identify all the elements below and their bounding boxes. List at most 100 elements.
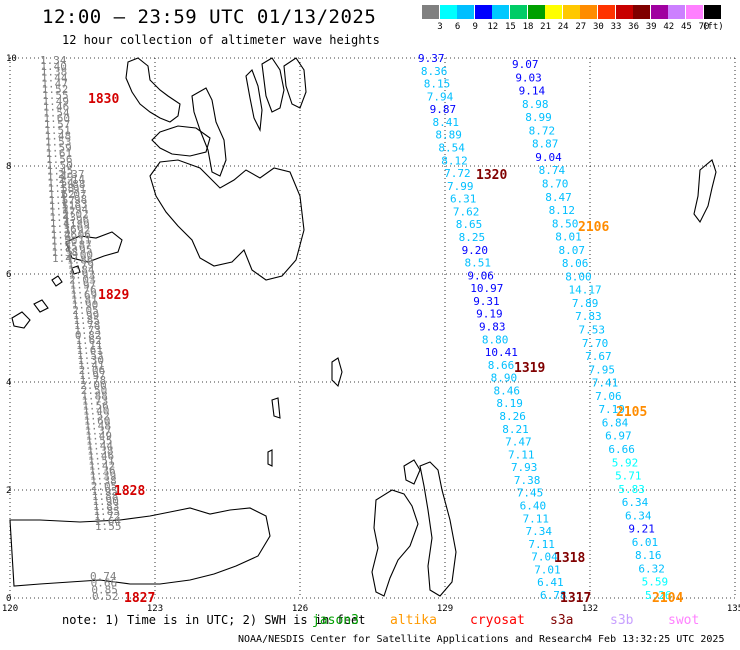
- wave-height-value: 8.66: [488, 359, 515, 372]
- coast-leyte: [261, 57, 285, 113]
- colorbar-label: 33: [610, 22, 622, 32]
- wave-height-value: 9.19: [476, 308, 503, 321]
- wave-height-value: 8.15: [424, 78, 451, 91]
- coast-sulu: [11, 265, 81, 329]
- latitude-tick-label: 8: [6, 162, 11, 172]
- colorbar-label: 30: [592, 22, 604, 32]
- wave-height-value: 7.93: [511, 461, 538, 474]
- wave-height-value: 9.21: [628, 523, 655, 536]
- wave-height-value: 1.38: [41, 66, 68, 79]
- wave-height-value: 5.83: [618, 483, 645, 496]
- wave-height-value: 0.66: [91, 577, 118, 590]
- colorbar-swatch: [527, 5, 545, 19]
- wave-height-value: 7.70: [582, 337, 609, 350]
- wave-height-value: 1.88: [81, 389, 108, 402]
- wave-height-value: 9.83: [479, 321, 506, 334]
- wave-height-value: 8.16: [635, 549, 662, 562]
- legend-satellite-name: jason3: [312, 613, 359, 628]
- latitude-tick-label: 10: [6, 54, 17, 64]
- wave-height-value: 7.89: [572, 297, 599, 310]
- wave-height-value: 2.05: [91, 480, 118, 493]
- wave-height-value: 5.26: [645, 589, 672, 602]
- wave-height-value: 1.93: [69, 269, 96, 282]
- wave-height-value: 8.07: [559, 244, 586, 257]
- wave-height-value: 7.41: [592, 377, 619, 390]
- wave-height-value: 7.47: [505, 436, 531, 449]
- wave-height-value: 1.54: [47, 176, 74, 189]
- wave-height-value: 1.62: [48, 188, 75, 201]
- coast-visayas-panay: [151, 125, 211, 157]
- wave-height-value: 1.94: [62, 203, 89, 216]
- wave-height-value: 1.52: [42, 83, 69, 96]
- colorbar-swatch: [686, 5, 703, 19]
- colorbar-label: 9: [472, 22, 478, 32]
- wave-height-value: 1.87: [65, 238, 92, 251]
- wave-height-value: 1.57: [44, 118, 71, 131]
- wave-height-value: 1.36: [50, 223, 76, 236]
- pass-time-label: 1828: [114, 484, 145, 499]
- wave-height-value: 8.19: [496, 397, 523, 410]
- coast-talaud: [267, 357, 343, 467]
- colorbar-label: 70: [698, 22, 710, 32]
- legend-satellite-name: s3b: [610, 613, 634, 628]
- longitude-tick-label: 123: [147, 604, 163, 614]
- coast-halmahera-west: [371, 489, 419, 597]
- wave-height-value: 8.54: [438, 142, 465, 155]
- wave-height-value: 0.82: [75, 329, 102, 342]
- wave-height-value: 1.58: [48, 182, 75, 195]
- wave-height-value: 2.05: [72, 304, 99, 317]
- colorbar-swatch: [545, 5, 563, 19]
- latitude-tick-label: 0: [6, 594, 11, 604]
- wave-height-value: 1.49: [85, 429, 112, 442]
- latitude-tick-label: 4: [6, 378, 11, 388]
- wave-height-value: 6.34: [625, 509, 652, 522]
- wave-height-value: 0.85: [91, 583, 118, 596]
- wave-height-value: 8.26: [499, 410, 526, 423]
- wave-height-value: 2.06: [64, 228, 91, 241]
- colorbar-label: 27: [575, 22, 587, 32]
- wave-height-value: 9.06: [467, 269, 494, 282]
- pass-time-label: 2105: [616, 405, 647, 420]
- wave-height-value: 1.11: [76, 339, 103, 352]
- pass-time-label: 1318: [554, 551, 585, 566]
- legend-satellite-name: s3a: [550, 613, 574, 628]
- wave-height-value: 1.55: [42, 89, 69, 102]
- pass-time-label: 1319: [514, 361, 545, 376]
- wave-height-value: 1.46: [43, 101, 70, 114]
- wave-height-value: 8.90: [491, 372, 517, 385]
- wave-height-value: 1.47: [49, 205, 75, 218]
- wave-height-value: 9.31: [473, 295, 500, 308]
- wave-height-value: 8.87: [532, 138, 559, 151]
- wave-height-value: 6.40: [520, 500, 547, 513]
- wave-height-value: 1.59: [45, 141, 71, 154]
- wave-height-value: 1.83: [93, 500, 120, 513]
- wave-height-value: 1.95: [66, 243, 93, 256]
- colorbar-swatch: [580, 5, 598, 19]
- legend-satellite-name: altika: [390, 613, 437, 628]
- wave-height-value: 1.91: [60, 183, 86, 196]
- wave-height-value: 1.38: [87, 445, 114, 458]
- wave-height-value: 1.30: [78, 354, 105, 367]
- wave-height-value: 5.92: [612, 456, 639, 469]
- wave-height-value: 14.17: [569, 284, 602, 297]
- wave-height-value: 6.78: [540, 589, 567, 602]
- wave-height-value: 1.62: [75, 334, 102, 347]
- wave-height-value: 1.88: [59, 178, 86, 191]
- wave-height-value: 1.55: [86, 435, 113, 448]
- colorbar-label: 6: [454, 22, 461, 32]
- wave-height-value: 1.92: [64, 223, 91, 236]
- coast-palau: [693, 159, 717, 224]
- wave-height-value: 7.11: [528, 538, 555, 551]
- wave-height-value: 1.36: [89, 465, 116, 478]
- wave-height-value: 1.88: [92, 490, 119, 503]
- colorbar-unit: (ft): [702, 22, 724, 32]
- wave-height-value: 1.64: [94, 515, 121, 528]
- pass-time-label: 2104: [652, 591, 683, 606]
- wave-height-value: 9.14: [519, 85, 546, 98]
- colorbar-swatch: [615, 5, 633, 19]
- colorbar-label: 36: [628, 22, 640, 32]
- pass-labels: 1319 2105 1828 1318 1317 2104: [114, 361, 683, 606]
- wave-height-value: 1.97: [79, 369, 106, 382]
- wave-height-value: 1.85: [73, 314, 100, 327]
- pass-time-label: 1317: [560, 591, 591, 606]
